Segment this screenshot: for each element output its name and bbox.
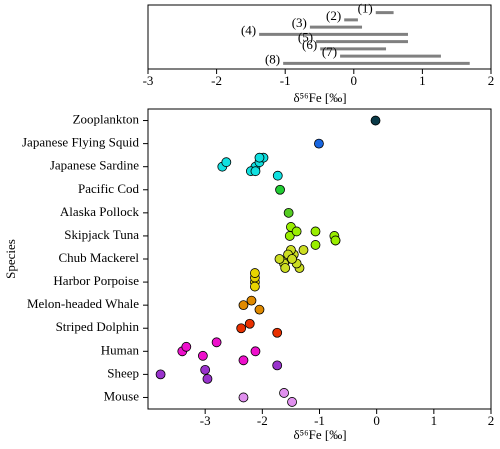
y-tick-label: Striped Dolphin	[56, 319, 140, 334]
point	[238, 392, 249, 403]
point	[246, 295, 257, 306]
top-frame	[147, 4, 492, 70]
range-label: (6)	[302, 37, 317, 52]
point	[314, 138, 324, 149]
range-label: (2)	[326, 8, 341, 23]
x-tick-label: 2	[488, 73, 495, 88]
x-tick-label: -2	[257, 413, 268, 428]
point	[197, 350, 208, 361]
point	[250, 346, 261, 357]
point	[254, 304, 265, 315]
range-label: (1)	[358, 1, 373, 16]
x-tick-label: 0	[351, 73, 358, 88]
point	[274, 254, 285, 264]
x-tick-label: -3	[143, 73, 154, 88]
x-tick-label: -3	[200, 413, 211, 428]
point	[211, 337, 222, 348]
point	[254, 152, 265, 163]
point	[221, 157, 232, 168]
x-tick-label: 0	[373, 413, 380, 428]
point	[272, 170, 283, 181]
point	[275, 184, 285, 195]
point	[287, 254, 297, 264]
point	[250, 166, 261, 177]
y-tick-label: Melon-headed Whale	[27, 296, 139, 311]
x-tick-label: -1	[314, 413, 325, 428]
y-label: Species	[3, 239, 18, 279]
point	[370, 115, 381, 126]
range-label: (5)	[298, 30, 313, 45]
point	[155, 369, 166, 380]
y-tick-label: Sheep	[107, 365, 139, 380]
point	[283, 207, 294, 218]
x-tick-label: 1	[419, 73, 426, 88]
y-tick-label: Skipjack Tuna	[64, 227, 139, 242]
y-tick-label: Japanese Flying Squid	[22, 135, 139, 150]
point	[181, 341, 192, 352]
point	[236, 323, 247, 334]
range-label: (7)	[322, 44, 337, 59]
point	[279, 388, 289, 398]
y-tick-label: Mouse	[104, 388, 140, 403]
x-tick-label: -1	[280, 73, 291, 88]
point	[250, 268, 260, 278]
range-label: (3)	[292, 15, 307, 30]
x-tick-label: 2	[488, 413, 495, 428]
point	[287, 397, 297, 407]
y-tick-label: Zooplankton	[73, 112, 140, 127]
x-tick-label: 1	[431, 413, 438, 428]
y-tick-label: Harbor Porpoise	[53, 273, 139, 288]
range-label: (4)	[241, 22, 256, 37]
y-tick-label: Chub Mackerel	[58, 250, 139, 265]
top-x-label: δ⁵⁶Fe [‰]	[293, 90, 346, 105]
point	[330, 235, 341, 246]
point	[310, 226, 321, 237]
bottom-frame	[147, 108, 492, 410]
y-tick-label: Human	[101, 342, 140, 357]
y-tick-label: Alaska Pollock	[60, 204, 140, 219]
point	[280, 263, 291, 273]
point	[238, 300, 249, 311]
point	[272, 327, 283, 338]
point	[250, 281, 260, 292]
x-tick-label: -2	[211, 73, 222, 88]
point	[200, 364, 211, 375]
y-tick-label: Pacific Cod	[78, 181, 140, 196]
point	[298, 245, 309, 255]
point	[310, 240, 321, 250]
point	[244, 318, 255, 329]
range-label: (8)	[265, 51, 280, 66]
point	[238, 355, 249, 366]
point	[291, 226, 302, 237]
bottom-x-label: δ⁵⁶Fe [‰]	[293, 427, 346, 442]
y-tick-label: Japanese Sardine	[50, 158, 139, 173]
point	[272, 360, 283, 371]
point	[202, 373, 213, 384]
